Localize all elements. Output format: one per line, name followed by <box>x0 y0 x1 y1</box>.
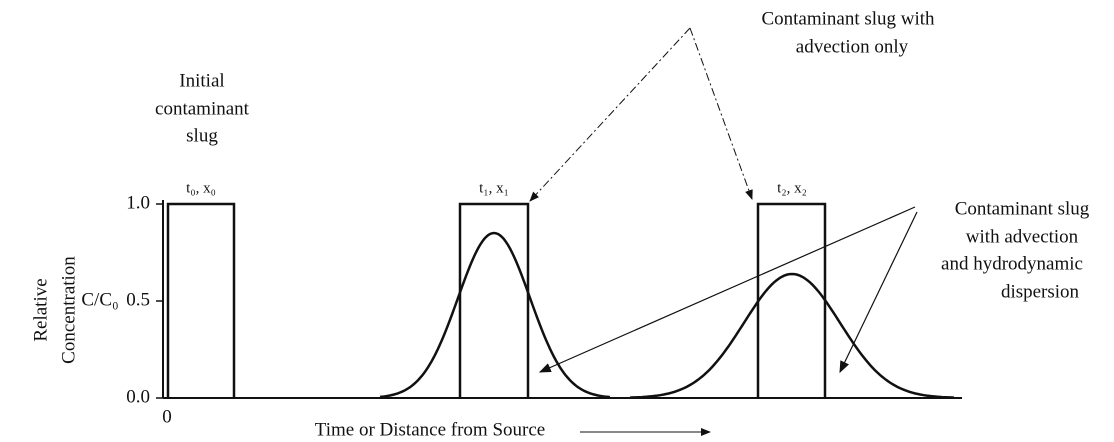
advection-slug-1 <box>458 202 530 398</box>
y-tick-label: 0.0 <box>126 386 150 407</box>
label: Contaminant slug <box>955 198 1090 219</box>
label: slug <box>186 125 218 146</box>
label: Contaminant slug with <box>761 8 935 29</box>
x-label: Time or Distance from Source <box>315 419 545 440</box>
y-label-ratio: C/C₀ <box>81 289 118 310</box>
label: advection only <box>796 36 909 57</box>
y-tick-label: 0.5 <box>126 289 150 310</box>
y-tick-label: 1.0 <box>126 192 150 213</box>
initial-slug <box>166 202 236 398</box>
label: Initial <box>179 70 224 91</box>
dispersion-curve-1 <box>379 231 611 399</box>
label: with advection <box>966 226 1079 247</box>
label: and hydrodynamic <box>941 253 1083 274</box>
arrow <box>538 206 916 373</box>
y-label: Concentration <box>58 256 79 364</box>
label: dispersion <box>1001 281 1080 302</box>
advection-slug-2 <box>756 202 827 398</box>
arrow <box>529 27 691 202</box>
slug-label: t₁, x₁ <box>479 180 509 196</box>
slug-label: t₀, x₀ <box>186 180 216 196</box>
slug-label: t₂, x₂ <box>777 180 807 196</box>
x-origin: 0 <box>162 406 172 427</box>
dispersion-curve-2 <box>629 272 955 399</box>
arrow <box>689 27 753 200</box>
y-label: Relative <box>30 278 51 341</box>
label: contaminant <box>155 98 250 119</box>
arrow <box>839 211 918 374</box>
